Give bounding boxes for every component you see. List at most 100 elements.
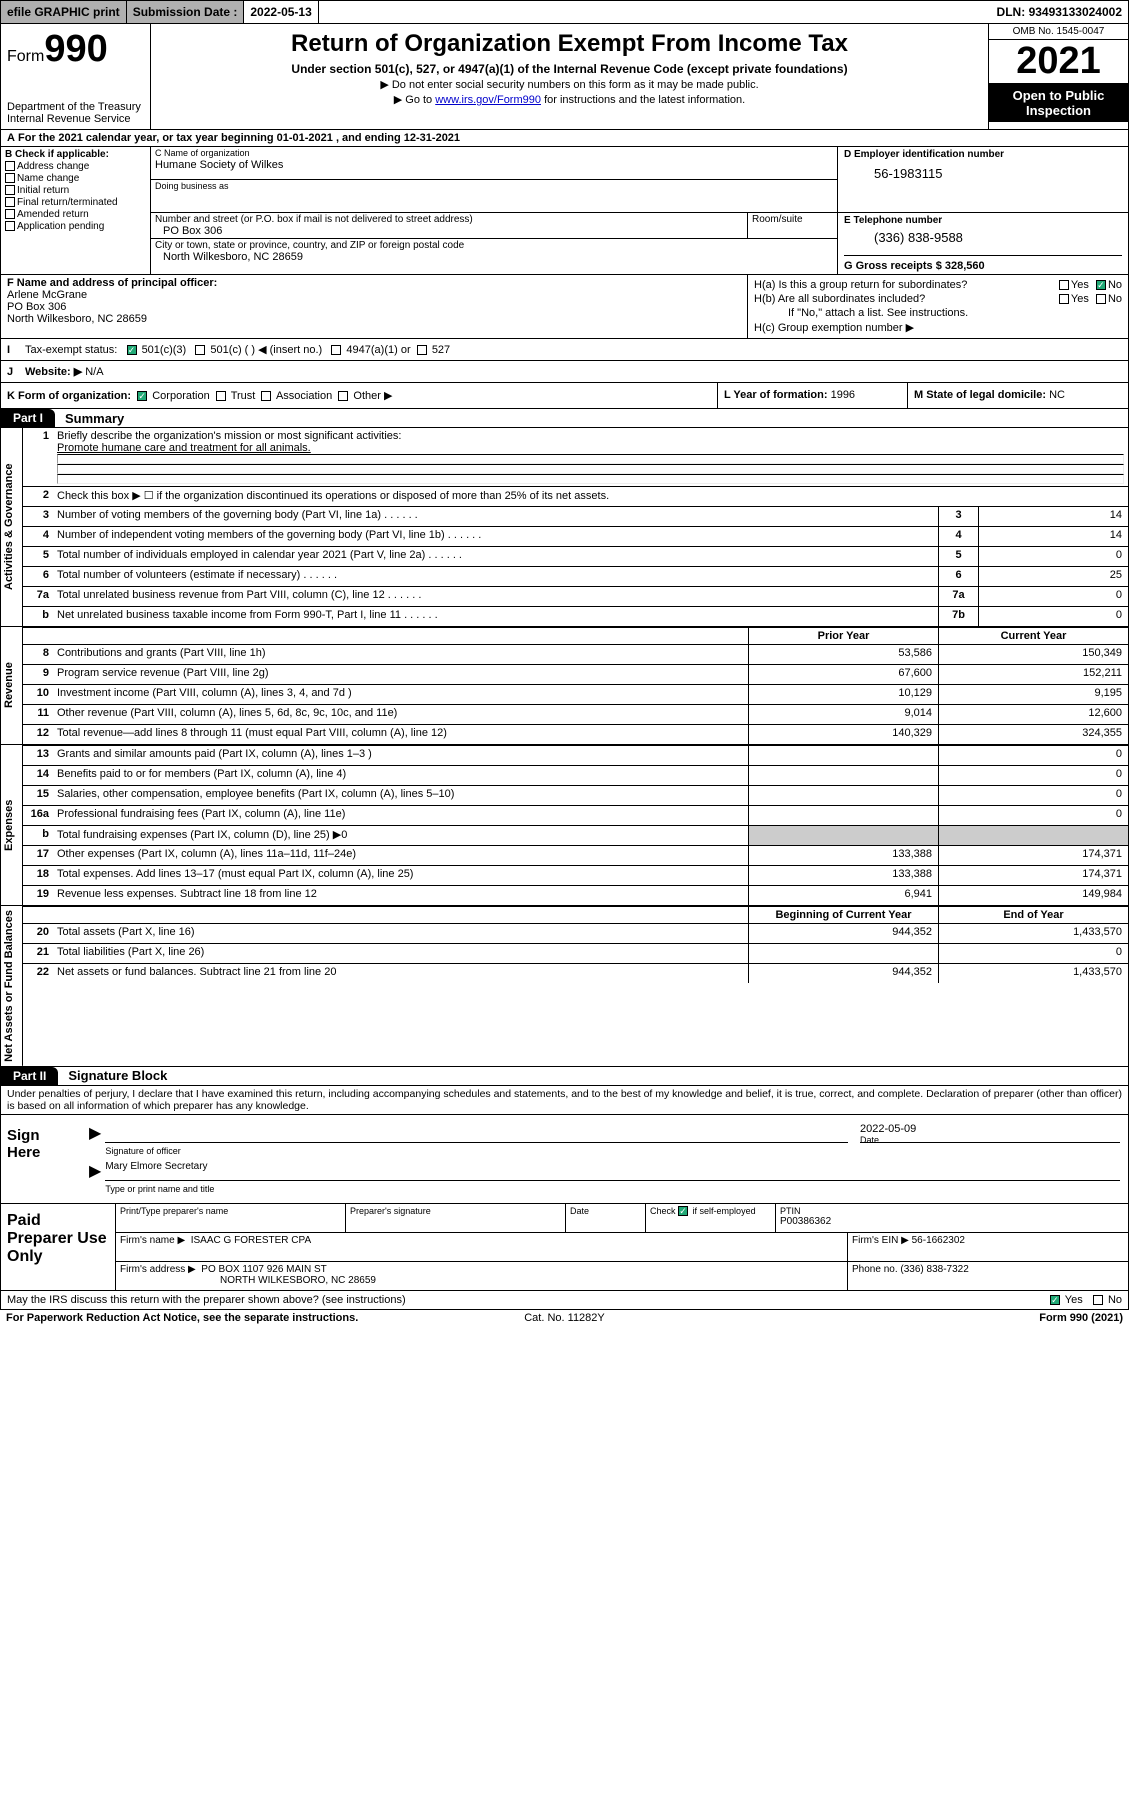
chk-association[interactable] — [261, 391, 271, 401]
chk-501c[interactable] — [195, 345, 205, 355]
topbar-spacer — [319, 1, 991, 23]
form-990-footer: Form 990 (2021) — [751, 1312, 1123, 1324]
dln-label: DLN: — [997, 5, 1026, 19]
section-klm: K Form of organization: Corporation Trus… — [0, 383, 1129, 409]
line-15: Salaries, other compensation, employee b… — [53, 786, 748, 805]
row-a-tax-year: A For the 2021 calendar year, or tax yea… — [0, 130, 1129, 147]
h-b-note: If "No," attach a list. See instructions… — [754, 307, 1122, 319]
line-21: Total liabilities (Part X, line 26) — [53, 944, 748, 963]
h-a-no[interactable] — [1096, 280, 1106, 290]
vlabel-net-assets: Net Assets or Fund Balances — [1, 906, 23, 1066]
form-number: Form990 — [7, 28, 144, 71]
section-bcdeg: B Check if applicable: Address change Na… — [0, 147, 1129, 275]
goto-pre: Go to — [405, 94, 435, 106]
chk-name-change[interactable]: Name change — [5, 173, 146, 184]
chk-trust[interactable] — [216, 391, 226, 401]
footer-bottom: For Paperwork Reduction Act Notice, see … — [0, 1310, 1129, 1326]
form-word: Form — [7, 48, 44, 65]
prep-ptin: PTIN P00386362 — [776, 1204, 1128, 1232]
org-name-label: C Name of organization — [151, 147, 837, 159]
irs-label: Internal Revenue Service — [7, 113, 144, 125]
gross-receipts: G Gross receipts $ 328,560 — [844, 255, 1122, 272]
firm-name: Firm's name ▶ ISAAC G FORESTER CPA — [116, 1233, 848, 1261]
chk-other[interactable] — [338, 391, 348, 401]
chk-initial-return[interactable]: Initial return — [5, 185, 146, 196]
chk-amended-return[interactable]: Amended return — [5, 209, 146, 220]
website-value: N/A — [85, 366, 103, 378]
h-a-yesno: Yes No — [1055, 279, 1122, 291]
chk-527[interactable] — [417, 345, 427, 355]
section-expenses: Expenses 13Grants and similar amounts pa… — [0, 745, 1129, 906]
prep-name-label: Print/Type preparer's name — [116, 1204, 346, 1232]
line-16a: Professional fundraising fees (Part IX, … — [53, 806, 748, 825]
sign-here-block: Sign Here ▶ Signature of officer 2022-05… — [0, 1115, 1129, 1204]
firm-ein: Firm's EIN ▶ 56-1662302 — [848, 1233, 1128, 1261]
line-5: Total number of individuals employed in … — [53, 547, 938, 566]
officer-name-title: Mary Elmore Secretary — [105, 1161, 207, 1172]
col-l-year: L Year of formation: 1996 — [718, 383, 908, 408]
tax-status-options: Tax-exempt status: 501(c)(3) 501(c) ( ) … — [25, 343, 1122, 356]
h-a-yes[interactable] — [1059, 280, 1069, 290]
top-bar: efile GRAPHIC print Submission Date : 20… — [0, 0, 1129, 24]
h-b-no[interactable] — [1096, 294, 1106, 304]
submission-date-label: Submission Date : — [127, 1, 245, 23]
paid-preparer-block: Paid Preparer Use Only Print/Type prepar… — [0, 1204, 1129, 1291]
prep-self-employed: Check if self-employed — [646, 1204, 776, 1232]
form-subtitle: Under section 501(c), 527, or 4947(a)(1)… — [159, 62, 980, 76]
q1-answer: Promote humane care and treatment for al… — [57, 442, 311, 454]
efile-print-button[interactable]: efile GRAPHIC print — [1, 1, 127, 23]
dln: DLN: 93493133024002 — [991, 1, 1128, 23]
line-22: Net assets or fund balances. Subtract li… — [53, 964, 748, 983]
addr-value: PO Box 306 — [155, 225, 743, 237]
chk-4947[interactable] — [331, 345, 341, 355]
line-17: Other expenses (Part IX, column (A), lin… — [53, 846, 748, 865]
officer-signature-field[interactable]: Signature of officer — [105, 1123, 848, 1143]
chk-application-pending[interactable]: Application pending — [5, 221, 146, 232]
chk-address-change[interactable]: Address change — [5, 161, 146, 172]
line-16b: Total fundraising expenses (Part IX, col… — [53, 826, 748, 845]
line-12: Total revenue—add lines 8 through 11 (mu… — [53, 725, 748, 744]
chk-self-employed[interactable] — [678, 1206, 688, 1216]
paid-preparer-label: Paid Preparer Use Only — [1, 1204, 116, 1290]
col-b-label: B Check if applicable: — [5, 149, 146, 160]
col-d-ein: D Employer identification number 56-1983… — [838, 147, 1128, 212]
irs-form990-link[interactable]: www.irs.gov/Form990 — [435, 94, 541, 106]
section-revenue: Revenue Prior YearCurrent Year 8Contribu… — [0, 627, 1129, 745]
website-label: Website: ▶ — [25, 366, 82, 378]
line-3: Number of voting members of the governin… — [53, 507, 938, 526]
type-name-label: Type or print name and title — [105, 1184, 214, 1194]
chk-501c3[interactable] — [127, 345, 137, 355]
discuss-yesno: Yes No — [1046, 1294, 1122, 1306]
open-to-public: Open to Public Inspection — [989, 84, 1128, 122]
row-i-tax-status: I Tax-exempt status: 501(c)(3) 501(c) ( … — [0, 339, 1129, 361]
col-c-org-info: C Name of organization Humane Society of… — [151, 147, 1128, 274]
col-current-year: Current Year — [938, 628, 1128, 644]
row-j-website: J Website: ▶ N/A — [0, 361, 1129, 383]
chk-discuss-yes[interactable] — [1050, 1295, 1060, 1305]
line-19: Revenue less expenses. Subtract line 18 … — [53, 886, 748, 905]
officer-name-field[interactable]: Mary Elmore Secretary Type or print name… — [105, 1161, 1120, 1181]
chk-final-return[interactable]: Final return/terminated — [5, 197, 146, 208]
chk-corporation[interactable] — [137, 391, 147, 401]
line-6: Total number of volunteers (estimate if … — [53, 567, 938, 586]
col-prior-year: Prior Year — [748, 628, 938, 644]
col-end-year: End of Year — [938, 907, 1128, 923]
h-b-yes[interactable] — [1059, 294, 1069, 304]
form-title: Return of Organization Exempt From Incom… — [159, 30, 980, 58]
addr-label: Number and street (or P.O. box if mail i… — [155, 214, 743, 225]
submission-date-value: 2022-05-13 — [244, 1, 318, 23]
line-8: Contributions and grants (Part VIII, lin… — [53, 645, 748, 664]
part-1-title: Summary — [55, 411, 124, 426]
paperwork-notice: For Paperwork Reduction Act Notice, see … — [6, 1312, 378, 1324]
h-c-label: H(c) Group exemption number ▶ — [754, 321, 1122, 334]
line-7a: Total unrelated business revenue from Pa… — [53, 587, 938, 606]
goto-post: for instructions and the latest informat… — [544, 94, 745, 106]
q2-discontinued: Check this box ▶ ☐ if the organization d… — [53, 487, 1128, 506]
col-f-officer: F Name and address of principal officer:… — [1, 275, 748, 338]
firm-address: Firm's address ▶ PO BOX 1107 926 MAIN ST… — [116, 1262, 848, 1290]
part-2-tab: Part II — [1, 1067, 58, 1085]
chk-discuss-no[interactable] — [1093, 1295, 1103, 1305]
dept-treasury: Department of the Treasury — [7, 101, 144, 113]
col-m-state: M State of legal domicile: NC — [908, 383, 1128, 408]
line-9: Program service revenue (Part VIII, line… — [53, 665, 748, 684]
